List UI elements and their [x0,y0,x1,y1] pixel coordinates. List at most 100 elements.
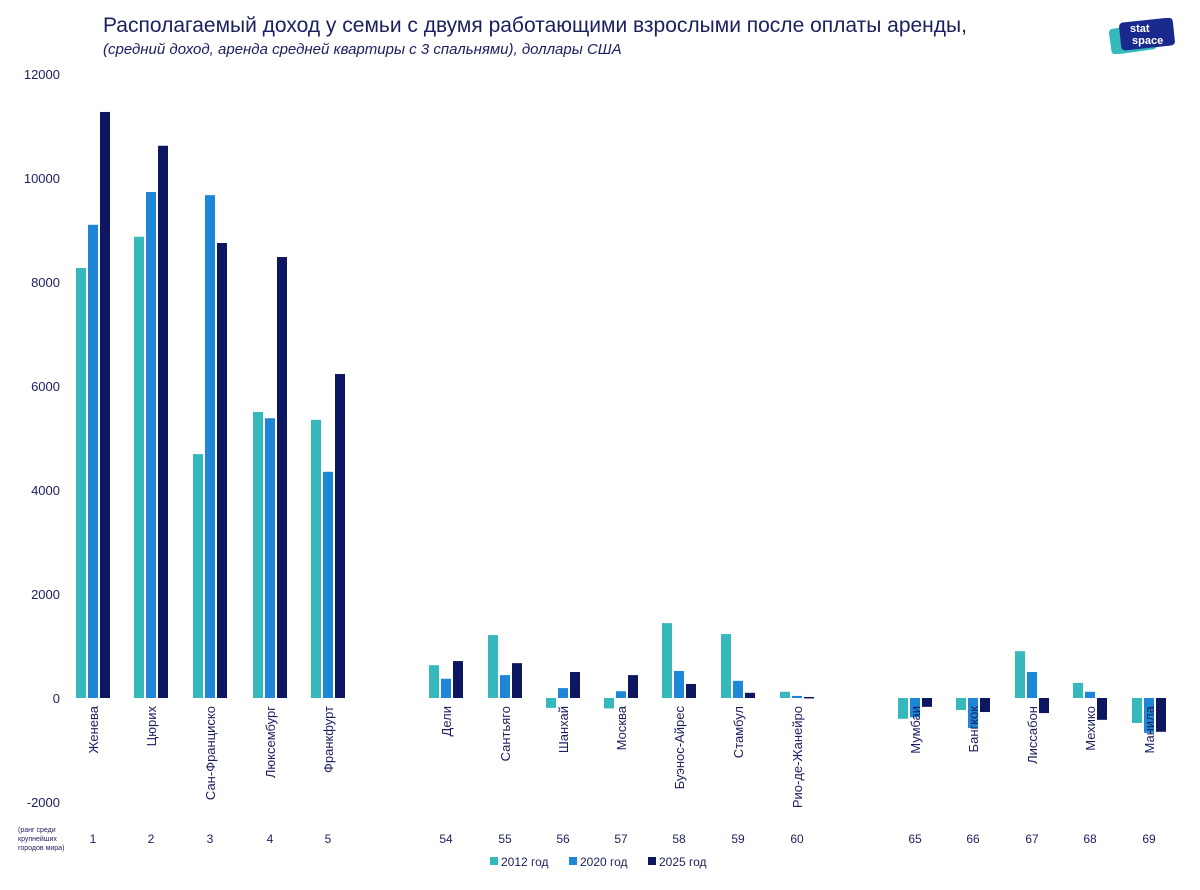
category-label: Сантьяго [498,706,513,761]
rank-label: 57 [614,832,628,846]
bar-2012-год [1073,682,1083,698]
legend-label: 2012 год [501,855,549,869]
category-label: Стамбул [731,706,746,758]
bar-2025-год [804,696,814,699]
bar-2020-год [792,695,802,698]
rank-label: 58 [672,832,686,846]
chart-subtitle: (средний доход, аренда средней квартиры … [103,41,622,58]
rank-label: 5 [325,832,332,846]
bar-2012-год [780,691,790,698]
bar-2025-год [922,698,932,707]
bar-2012-год [1132,698,1142,723]
category-label: Буэнос-Айрес [672,706,687,790]
rank-label: 4 [267,832,274,846]
y-tick-label: 8000 [31,275,60,290]
bar-2012-год [898,698,908,719]
legend-swatch [648,857,656,865]
bar-2012-год [546,698,556,708]
bar-2020-год [323,471,333,698]
bar-2012-год [76,267,86,698]
rank-label: 59 [731,832,745,846]
category-label: Сан-Франциско [203,706,218,800]
bar-2025-год [686,683,696,698]
bar-2020-год [441,678,451,698]
bar-2012-год [721,634,731,698]
legend-label: 2020 год [580,855,628,869]
category-label: Люксембург [263,706,278,778]
category-label: Дели [439,706,454,736]
legend-swatch [569,857,577,865]
rank-label: 65 [908,832,922,846]
chart-title: Располагаемый доход у семьи с двумя рабо… [103,14,967,37]
bar-2020-год [1085,691,1095,698]
svg-text:stat: stat [1130,23,1150,35]
bar-2012-год [193,454,203,698]
bar-2020-год [1027,672,1037,698]
bar-2020-год [265,418,275,698]
y-tick-label: -2000 [27,795,60,810]
y-tick-label: 4000 [31,483,60,498]
bar-2025-год [335,374,345,698]
y-tick-label: 2000 [31,587,60,602]
y-tick-label: 12000 [24,67,60,82]
bar-2020-год [968,698,978,729]
category-label: Бангкок [966,706,981,753]
rank-label: 68 [1083,832,1097,846]
category-label: Женева [86,705,101,753]
bar-2012-год [956,698,966,710]
y-tick-label: 6000 [31,379,60,394]
bar-2020-год [1144,698,1154,733]
rank-label: 55 [498,832,512,846]
bar-2020-год [674,670,684,698]
rank-label: 1 [90,832,97,846]
category-label: Цюрих [144,706,159,747]
bar-2012-год [429,665,439,698]
category-label: Франкфурт [321,706,336,773]
statspace-logo: stat space [1108,18,1175,54]
rank-label: 69 [1142,832,1156,846]
legend-label: 2025 год [659,855,707,869]
category-label: Лиссабон [1025,706,1040,764]
rank-note: крупнейших [18,835,57,843]
bar-2012-год [1015,651,1025,698]
legend-swatch [490,857,498,865]
rank-note: (ранг среди [18,827,56,834]
bar-2025-год [628,675,638,698]
bar-2025-год [512,663,522,698]
bar-2020-год [616,691,626,698]
bar-2020-год [146,192,156,699]
bar-2025-год [1097,698,1107,720]
bar-2012-год [662,623,672,698]
bar-2020-год [910,698,920,718]
rank-label: 3 [207,832,214,846]
bar-2012-год [134,236,144,698]
bar-2025-год [277,257,287,698]
rank-label: 60 [790,832,804,846]
bar-2025-год [745,692,755,698]
y-tick-label: 10000 [24,171,60,186]
bar-2012-год [311,419,321,698]
category-label: Мумбаи [908,706,923,754]
rank-label: 56 [556,832,570,846]
bar-2025-год [980,698,990,713]
y-tick-label: 0 [53,691,60,706]
bar-2025-год [453,661,463,698]
category-label: Москва [614,705,629,750]
bar-2012-год [604,698,614,709]
bar-2025-год [217,243,227,698]
bar-2012-год [253,412,263,698]
rank-label: 54 [439,832,453,846]
rank-label: 2 [148,832,155,846]
bar-2020-год [733,680,743,698]
bar-2012-год [488,635,498,698]
bar-2020-год [88,224,98,699]
rank-label: 66 [966,832,980,846]
bar-2020-год [500,675,510,698]
category-label: Рио-де-Жанейро [790,706,805,808]
bar-2025-год [100,111,110,698]
bar-2020-год [558,688,568,698]
bar-2025-год [1156,698,1166,732]
bar-2025-год [1039,698,1049,714]
